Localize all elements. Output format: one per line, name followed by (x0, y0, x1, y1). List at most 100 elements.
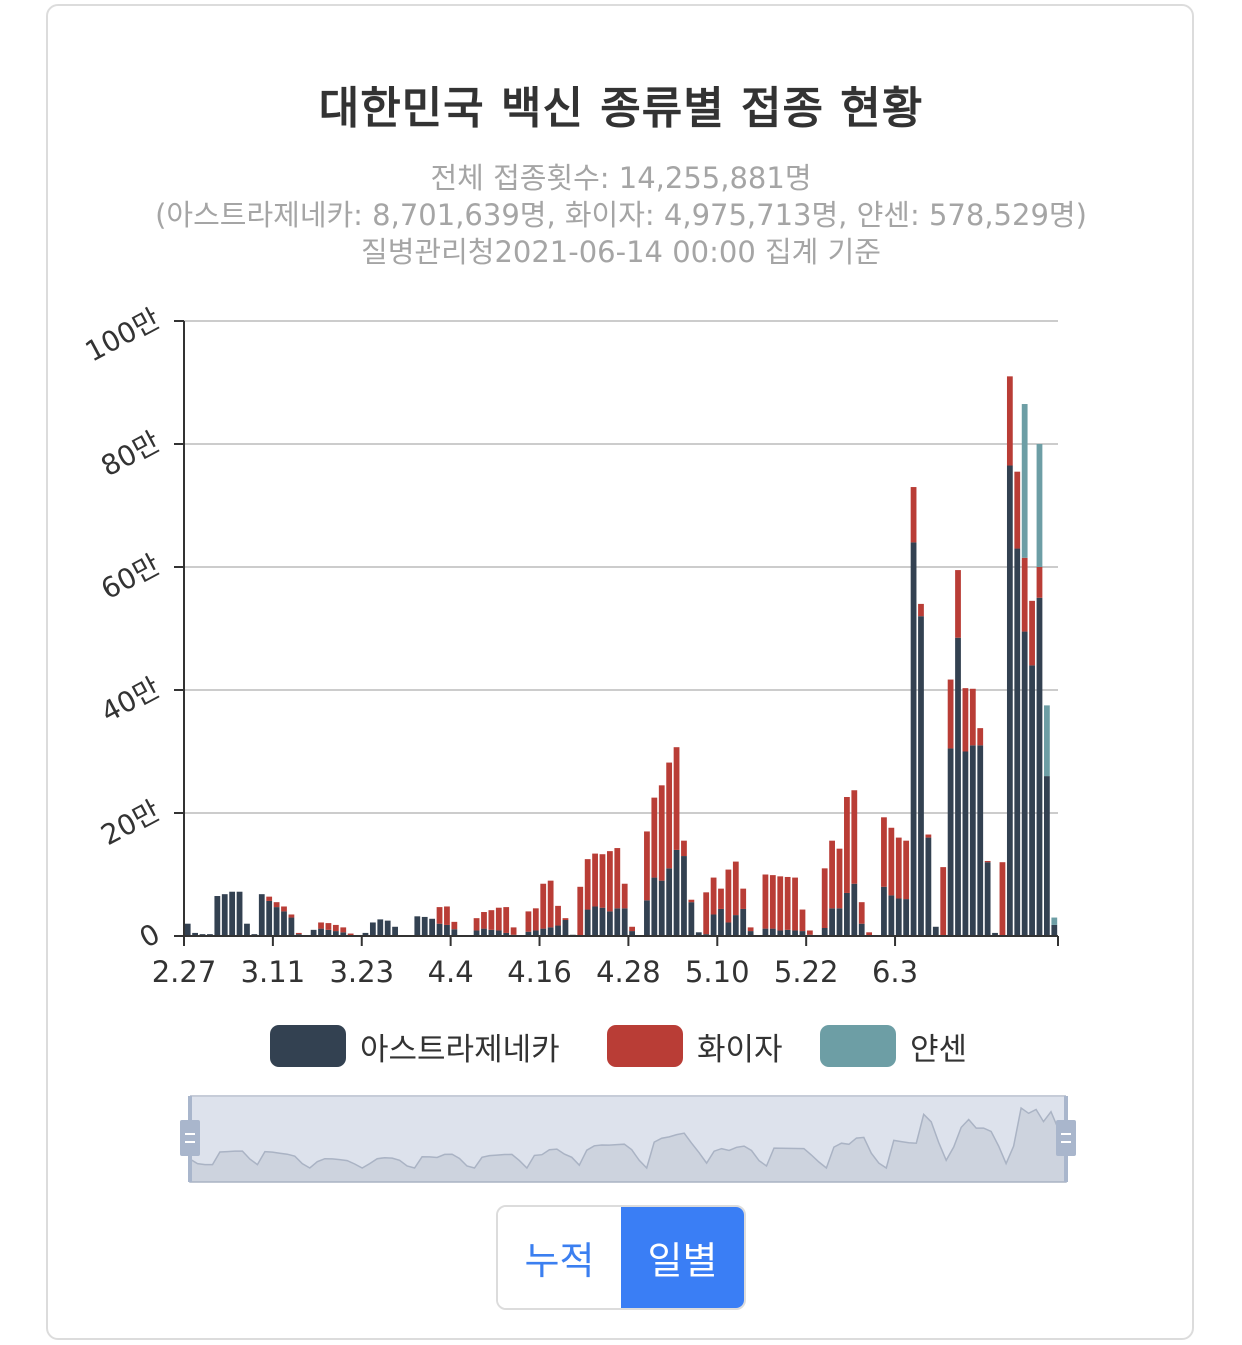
bar-pfizer (547, 880, 554, 928)
bar-astrazeneca (221, 894, 228, 936)
bar-pfizer (821, 868, 828, 928)
subtitle-total: 전체 접종횟수: 14,255,881명 (430, 161, 812, 195)
bar-astrazeneca (614, 908, 621, 936)
bar-astrazeneca (725, 922, 732, 936)
bar-astrazeneca (473, 930, 480, 936)
x-tick-label: 4.4 (428, 955, 474, 989)
bar-astrazeneca (384, 920, 391, 937)
bar-pfizer (792, 877, 798, 931)
bar-pfizer (332, 924, 339, 932)
bar-astrazeneca (918, 616, 924, 936)
bar-pfizer (584, 859, 591, 910)
bar-chart: 0 20만 40만 60만 80만 100만 2.27 3.11 3.23 4.4 4.16 4.28… (80, 302, 1076, 1183)
bar-astrazeneca (281, 911, 287, 936)
legend-item-pfizer[interactable]: 화이자 (607, 1022, 783, 1070)
bar-astrazeneca (673, 849, 680, 936)
legend-swatch-pfizer (607, 1025, 683, 1067)
bar-astrazeneca (266, 900, 273, 936)
bar-pfizer (629, 926, 635, 932)
x-tick-label: 6.3 (872, 955, 918, 989)
bar-pfizer (806, 930, 813, 935)
x-tick-label: 3.23 (329, 955, 394, 989)
bar-pfizer (925, 834, 932, 838)
bar-pfizer (910, 487, 917, 543)
bar-astrazeneca (318, 928, 324, 936)
bar-pfizer (1029, 600, 1035, 666)
bar-astrazeneca (562, 920, 569, 936)
bar-pfizer (784, 876, 791, 930)
bar-pfizer (851, 790, 858, 884)
bar-pfizer (473, 918, 480, 931)
y-tick-label: 0 (134, 917, 165, 955)
x-tick-label: 3.11 (241, 955, 306, 989)
bar-astrazeneca (888, 895, 895, 936)
bar-astrazeneca (688, 902, 695, 936)
bar-astrazeneca (762, 928, 769, 936)
bar-pfizer (651, 797, 658, 878)
bar-pfizer (436, 907, 443, 924)
bars (184, 376, 1058, 937)
bar-astrazeneca (658, 880, 665, 936)
bar-astrazeneca (436, 923, 443, 936)
bar-astrazeneca (444, 924, 450, 936)
bar-astrazeneca (214, 896, 221, 936)
bar-astrazeneca (1021, 631, 1028, 936)
legend-swatch-janssen (820, 1025, 896, 1067)
bar-astrazeneca (362, 932, 369, 936)
zoom-handle-left (180, 1120, 200, 1156)
bar-pfizer (681, 840, 687, 857)
bar-pfizer (481, 912, 487, 929)
y-tick-label: 60만 (96, 548, 166, 606)
bar-astrazeneca (932, 926, 939, 936)
bar-astrazeneca (644, 900, 650, 936)
bar-pfizer (673, 747, 680, 850)
zoom-slider[interactable] (180, 1095, 1076, 1183)
bar-astrazeneca (599, 907, 606, 936)
bar-astrazeneca (784, 929, 791, 936)
bar-pfizer (688, 899, 695, 903)
legend-item-astrazeneca[interactable]: 아스트라제네카 (270, 1022, 560, 1070)
x-tick-label: 5.10 (685, 955, 750, 989)
bar-astrazeneca (799, 931, 806, 936)
bar-astrazeneca (429, 918, 436, 936)
bar-pfizer (740, 888, 747, 909)
legend-item-janssen[interactable]: 얀센 (820, 1022, 967, 1070)
bar-pfizer (288, 914, 295, 918)
bar-astrazeneca (1036, 597, 1043, 936)
bar-astrazeneca (992, 932, 998, 936)
bar-pfizer (495, 907, 502, 931)
bar-pfizer (725, 869, 732, 923)
legend-label-janssen: 얀센 (910, 1031, 968, 1068)
bar-astrazeneca (229, 891, 236, 936)
bar-astrazeneca (1014, 548, 1021, 936)
bar-astrazeneca (481, 928, 487, 936)
bar-pfizer (895, 837, 902, 899)
daily-button[interactable]: 일별 (621, 1207, 744, 1308)
bar-astrazeneca (962, 751, 969, 936)
bar-pfizer (599, 854, 606, 908)
bar-astrazeneca (792, 930, 798, 936)
bar-astrazeneca (310, 929, 317, 936)
bar-astrazeneca (503, 932, 510, 936)
bar-pfizer (592, 853, 598, 907)
bar-astrazeneca (192, 932, 198, 936)
legend: 아스트라제네카 화이자 얀센 (0, 1022, 1242, 1070)
bar-astrazeneca (955, 637, 961, 936)
y-tick-label: 100만 (80, 302, 165, 368)
bar-astrazeneca (236, 891, 243, 936)
bar-astrazeneca (947, 748, 954, 936)
bar-astrazeneca (288, 917, 295, 936)
bar-astrazeneca (732, 915, 739, 936)
bar-astrazeneca (895, 898, 902, 936)
bar-pfizer (969, 688, 976, 746)
bar-pfizer (540, 883, 547, 929)
bar-pfizer (318, 922, 324, 929)
bar-astrazeneca (184, 923, 191, 936)
x-tick-label: 2.27 (152, 955, 217, 989)
view-toggle: 누적 일별 (496, 1205, 746, 1310)
bar-astrazeneca (681, 856, 687, 936)
bar-astrazeneca (592, 906, 598, 936)
cumulative-button[interactable]: 누적 (498, 1207, 621, 1308)
bar-pfizer (888, 827, 895, 896)
bar-pfizer (451, 921, 458, 930)
